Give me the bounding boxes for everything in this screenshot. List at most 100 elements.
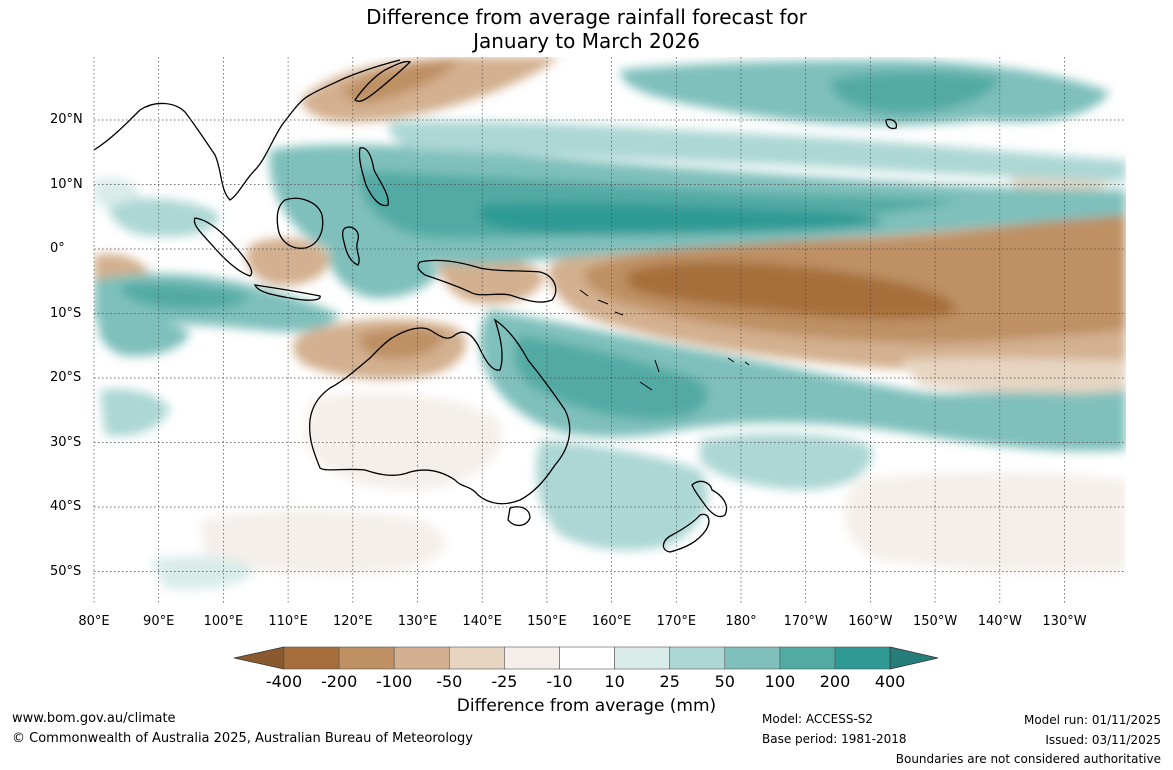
japan-coastline xyxy=(354,60,412,102)
colorbar-title: Difference from average (mm) xyxy=(456,696,717,716)
issued-date: Issued: 03/11/2025 xyxy=(1045,733,1161,747)
colorbar-swatch xyxy=(724,646,781,670)
light-dry-southeast-pacific xyxy=(844,472,1126,572)
colorbar-tick-label: 25 xyxy=(659,672,680,691)
colorbar-swatch xyxy=(614,646,670,670)
colorbar-swatch xyxy=(448,646,505,670)
longitude-label: 160°E xyxy=(591,614,632,629)
colorbar-tick-label: -200 xyxy=(320,672,358,691)
longitude-label: 90°E xyxy=(143,614,175,629)
base-period: Base period: 1981-2018 xyxy=(762,732,907,746)
sulawesi-coastline xyxy=(341,226,360,266)
light-dry-southern-ocean xyxy=(200,510,445,575)
wet-region-southern-indian-ocean xyxy=(98,318,190,357)
colorbar-tick-label: -10 xyxy=(546,672,573,691)
colorbar-tick-label: 400 xyxy=(874,672,906,691)
colorbar-swatch xyxy=(393,646,450,670)
new-zealand-south-coastline xyxy=(662,513,710,553)
longitude-label: 150°E xyxy=(527,614,567,629)
colorbar-tick-label: 10 xyxy=(604,672,625,691)
dry-region-north-pacific xyxy=(300,57,560,123)
sumatra-coastline xyxy=(193,217,253,277)
copyright-notice: © Commonwealth of Australia 2025, Austra… xyxy=(12,731,473,746)
colorbar-tick-label: 200 xyxy=(819,672,851,691)
longitude-label: 80°E xyxy=(78,614,110,629)
latitude-label: 40°S xyxy=(50,499,82,514)
dry-max-east-pacific xyxy=(626,261,956,319)
colorbar-swatch xyxy=(283,646,340,670)
colorbar-swatch xyxy=(669,646,726,670)
colorbar-swatch xyxy=(559,646,615,670)
wet-region-maritime-continent xyxy=(329,249,440,299)
wet-region-south-pacific-east xyxy=(930,391,1126,442)
colorbar-arrow-left xyxy=(233,646,285,670)
new-zealand-north-coastline xyxy=(691,480,728,518)
longitude-label: 140°E xyxy=(462,614,502,629)
map-title-line-2: January to March 2026 xyxy=(473,29,700,53)
wet-region-bay-of-bengal xyxy=(108,198,220,237)
colorbar-swatch xyxy=(504,646,560,670)
colorbar-tick-label: 50 xyxy=(714,672,735,691)
colorbar-tick-label: -400 xyxy=(265,672,303,691)
colorbar-tick-label: -50 xyxy=(436,672,463,691)
latitude-label: 50°S xyxy=(50,563,82,579)
pacific-islands xyxy=(579,289,750,391)
dry-core-northern-australia xyxy=(358,327,445,359)
vanuatu-new-caledonia xyxy=(639,359,660,391)
boundary-disclaimer: Boundaries are not considered authoritat… xyxy=(895,752,1161,766)
longitude-label: 110°E xyxy=(268,614,308,629)
latitude-label: 10°S xyxy=(50,305,82,321)
wet-region-arabian-sea xyxy=(94,178,140,207)
wet-core-north-pacific xyxy=(830,71,1000,114)
wet-core-south-pacific xyxy=(514,335,708,420)
colorbar-tick-label: 100 xyxy=(764,672,796,691)
longitude-label: 160°W xyxy=(848,614,893,629)
longitude-label: 140°W xyxy=(977,614,1022,629)
wet-region-western-indian-ocean-south xyxy=(100,388,170,437)
dry-region-south-pacific xyxy=(900,357,1126,395)
colorbar-swatch xyxy=(834,646,891,670)
colorbar xyxy=(233,646,939,670)
model-run-date: Model run: 01/11/2025 xyxy=(1023,713,1161,727)
wet-region-southern-ocean xyxy=(150,555,255,590)
fiji-islands xyxy=(727,357,750,366)
light-dry-australia-interior xyxy=(305,392,502,491)
latitude-label: 10°N xyxy=(50,176,83,192)
website-url[interactable]: www.bom.gov.au/climate xyxy=(12,711,176,726)
australia-coastline xyxy=(309,318,571,505)
longitude-label: 100°E xyxy=(203,614,244,629)
latitude-label: 0° xyxy=(50,241,65,256)
colorbar-swatch xyxy=(338,646,395,670)
wet-max-west-pacific xyxy=(480,202,882,236)
colorbar-swatch xyxy=(779,646,836,670)
borneo-coastline xyxy=(276,197,324,249)
wet-region-southwest-pacific xyxy=(700,433,872,490)
colorbar-tick-label: -100 xyxy=(376,672,413,691)
wet-band-subtropical-north-pacific xyxy=(388,121,1126,182)
longitude-label: 180° xyxy=(725,614,757,629)
asia-mainland-coastline xyxy=(94,59,401,201)
longitude-label: 130°W xyxy=(1042,614,1087,629)
coastlines xyxy=(94,59,898,553)
longitude-label: 130°E xyxy=(397,614,438,629)
philippines-coastline xyxy=(358,147,389,207)
latitude-label: 30°S xyxy=(50,434,82,450)
graticule xyxy=(93,57,1126,604)
latitude-label: 20°N xyxy=(50,112,83,127)
model-name: Model: ACCESS-S2 xyxy=(762,712,874,726)
map-title-line-1: Difference from average rainfall forecas… xyxy=(366,5,807,29)
longitude-label: 150°W xyxy=(913,614,958,629)
colorbar-tick-label: -25 xyxy=(491,672,518,691)
anomaly-fields xyxy=(94,57,1126,590)
longitude-label: 120°E xyxy=(333,614,373,629)
wet-core-indian-ocean xyxy=(119,283,250,310)
longitude-label: 170°W xyxy=(783,614,828,629)
dry-region-new-guinea xyxy=(438,254,545,304)
dry-core-north-pacific xyxy=(340,60,460,104)
java-coastline xyxy=(253,284,321,301)
longitude-label: 170°E xyxy=(656,614,697,629)
latitude-label: 20°S xyxy=(50,370,82,385)
colorbar-arrow-right xyxy=(889,646,939,670)
wet-region-tasman-sea xyxy=(536,440,709,551)
